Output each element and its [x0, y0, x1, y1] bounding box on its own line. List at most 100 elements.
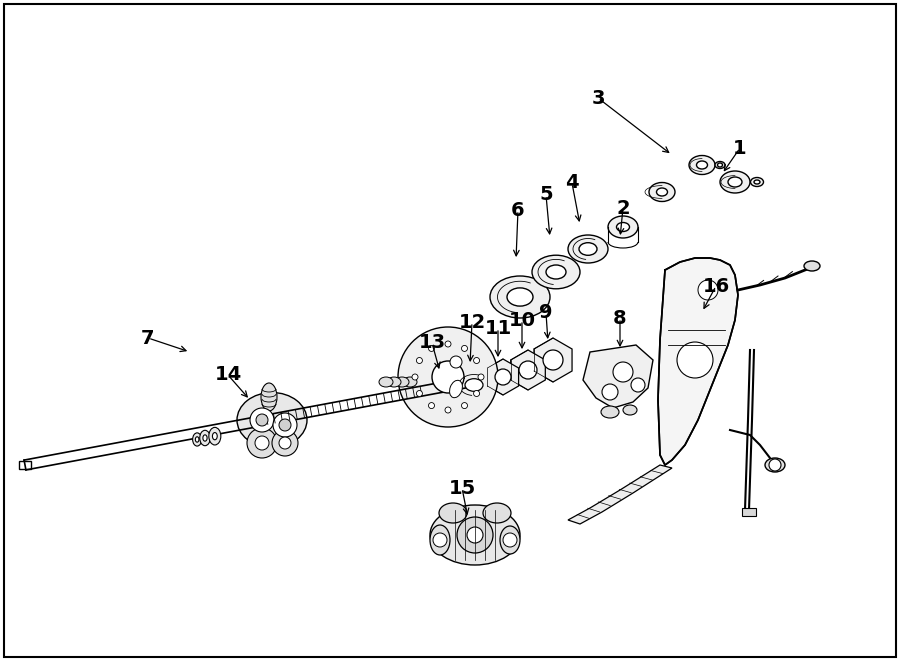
- Ellipse shape: [379, 377, 393, 387]
- Ellipse shape: [500, 526, 520, 554]
- Ellipse shape: [546, 265, 566, 279]
- Circle shape: [462, 403, 467, 408]
- Ellipse shape: [649, 182, 675, 202]
- Polygon shape: [583, 345, 653, 408]
- Ellipse shape: [765, 458, 785, 472]
- Text: 13: 13: [418, 334, 446, 352]
- Ellipse shape: [623, 405, 637, 415]
- Ellipse shape: [568, 235, 608, 263]
- Ellipse shape: [608, 216, 638, 238]
- Circle shape: [279, 437, 291, 449]
- Text: 7: 7: [141, 329, 155, 348]
- Text: 10: 10: [508, 311, 536, 329]
- Circle shape: [519, 361, 537, 379]
- Ellipse shape: [616, 223, 629, 231]
- Ellipse shape: [395, 377, 409, 387]
- Ellipse shape: [720, 171, 750, 193]
- Circle shape: [432, 361, 464, 393]
- Ellipse shape: [532, 255, 580, 289]
- Ellipse shape: [465, 379, 483, 391]
- Ellipse shape: [728, 177, 742, 187]
- Circle shape: [445, 407, 451, 413]
- Text: 14: 14: [214, 366, 241, 385]
- Circle shape: [428, 346, 435, 352]
- Polygon shape: [510, 350, 545, 390]
- Circle shape: [256, 414, 268, 426]
- Text: 3: 3: [591, 89, 605, 108]
- Circle shape: [255, 436, 269, 450]
- Ellipse shape: [751, 178, 763, 186]
- Ellipse shape: [200, 430, 211, 446]
- Ellipse shape: [209, 428, 220, 445]
- Text: 11: 11: [484, 319, 511, 338]
- Circle shape: [495, 369, 511, 385]
- Text: 2: 2: [616, 198, 630, 217]
- Polygon shape: [658, 258, 738, 465]
- Circle shape: [543, 350, 563, 370]
- Ellipse shape: [387, 377, 401, 387]
- Text: 9: 9: [539, 303, 553, 323]
- Ellipse shape: [193, 433, 202, 446]
- Ellipse shape: [579, 243, 597, 255]
- Circle shape: [417, 391, 422, 397]
- Ellipse shape: [454, 371, 494, 399]
- Ellipse shape: [450, 380, 463, 398]
- Polygon shape: [488, 359, 518, 395]
- Ellipse shape: [430, 505, 520, 565]
- Text: 5: 5: [539, 186, 553, 204]
- Bar: [742, 508, 756, 516]
- Text: 15: 15: [448, 479, 475, 498]
- Ellipse shape: [754, 180, 760, 184]
- Circle shape: [613, 362, 633, 382]
- Text: 8: 8: [613, 309, 626, 327]
- Circle shape: [273, 413, 297, 437]
- Ellipse shape: [717, 163, 723, 167]
- Ellipse shape: [656, 188, 668, 196]
- Circle shape: [503, 533, 517, 547]
- Ellipse shape: [195, 437, 199, 442]
- Polygon shape: [534, 338, 572, 382]
- Circle shape: [272, 430, 298, 456]
- Circle shape: [398, 327, 498, 427]
- Ellipse shape: [507, 288, 533, 306]
- Circle shape: [677, 342, 713, 378]
- Ellipse shape: [403, 377, 417, 387]
- Text: 1: 1: [734, 139, 747, 157]
- Ellipse shape: [261, 383, 277, 411]
- Circle shape: [450, 356, 462, 368]
- Circle shape: [698, 280, 718, 300]
- Polygon shape: [568, 465, 672, 524]
- Circle shape: [457, 517, 493, 553]
- Ellipse shape: [202, 435, 207, 441]
- Circle shape: [428, 403, 435, 408]
- Circle shape: [769, 459, 781, 471]
- Circle shape: [433, 533, 447, 547]
- Circle shape: [467, 527, 483, 543]
- Circle shape: [247, 428, 277, 458]
- Circle shape: [250, 408, 274, 432]
- Ellipse shape: [212, 432, 217, 440]
- Bar: [19, 461, 31, 469]
- Ellipse shape: [430, 525, 450, 555]
- Ellipse shape: [697, 161, 707, 169]
- Circle shape: [602, 384, 618, 400]
- Circle shape: [462, 346, 467, 352]
- Circle shape: [473, 358, 480, 364]
- Circle shape: [478, 374, 484, 380]
- Ellipse shape: [439, 503, 467, 523]
- Circle shape: [412, 374, 418, 380]
- Circle shape: [279, 419, 291, 431]
- Circle shape: [631, 378, 645, 392]
- Circle shape: [473, 391, 480, 397]
- Ellipse shape: [601, 406, 619, 418]
- Circle shape: [445, 341, 451, 347]
- Text: 4: 4: [565, 173, 579, 192]
- Ellipse shape: [483, 503, 511, 523]
- Ellipse shape: [715, 161, 725, 169]
- Ellipse shape: [804, 261, 820, 271]
- Text: 12: 12: [458, 313, 486, 332]
- Text: 16: 16: [702, 276, 730, 295]
- Circle shape: [417, 358, 422, 364]
- Ellipse shape: [689, 155, 715, 175]
- Ellipse shape: [237, 393, 307, 447]
